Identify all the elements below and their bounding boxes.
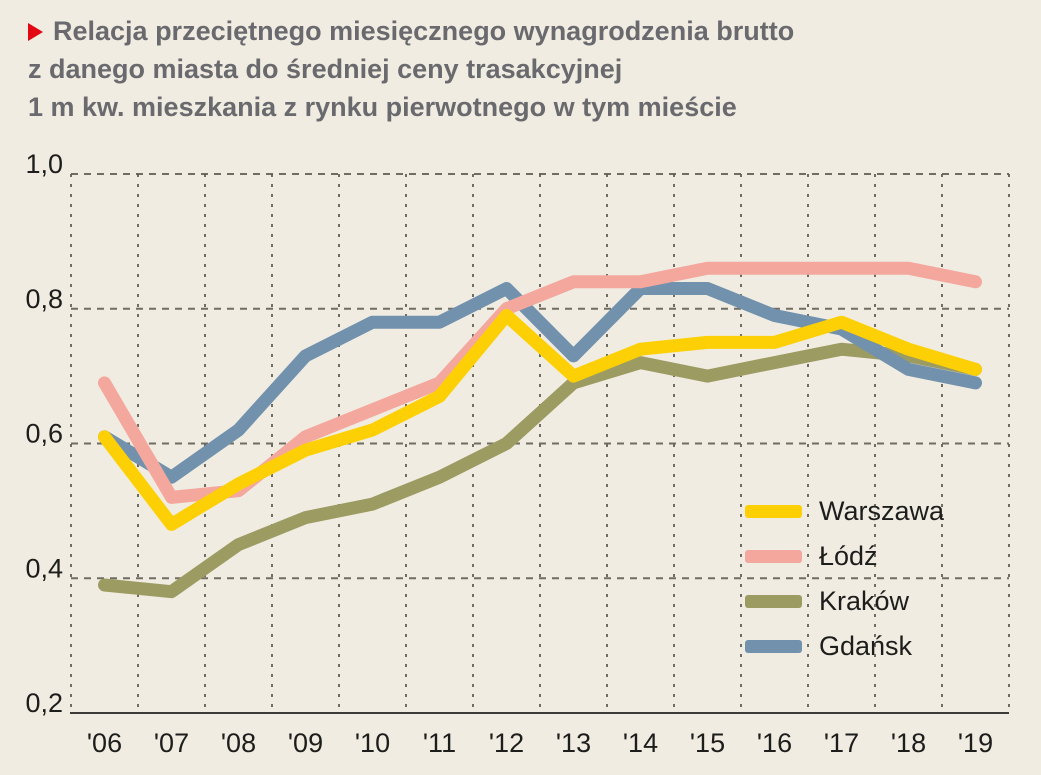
- title-line-3: 1 m kw. mieszkania z rynku pierwotnego w…: [28, 92, 737, 122]
- legend-label-warszawa: Warszawa: [819, 496, 945, 526]
- x-tick-label: '13: [556, 728, 591, 758]
- legend-item-lodz: Łódź: [745, 534, 944, 579]
- red-arrow-bullet-icon: [28, 23, 43, 41]
- legend-label-lodz: Łódź: [819, 541, 878, 571]
- x-tick-label: '16: [757, 728, 792, 758]
- legend-item-warszawa: Warszawa: [745, 489, 944, 534]
- x-tick-label: '09: [288, 728, 323, 758]
- series-line-warszawa: [98, 309, 982, 531]
- x-tick-label: '10: [355, 728, 390, 758]
- x-tick-label: '06: [87, 728, 122, 758]
- series-line-d: [98, 261, 982, 504]
- x-tick-label: '14: [623, 728, 658, 758]
- x-tick-label: '19: [958, 728, 993, 758]
- legend-swatch-lodz: [745, 550, 802, 563]
- x-tick-label: '15: [690, 728, 725, 758]
- y-tick-label: 0,8: [25, 284, 63, 314]
- x-tick-label: '18: [891, 728, 926, 758]
- x-tick-label: '17: [824, 728, 859, 758]
- legend-label-krakow: Kraków: [819, 586, 910, 616]
- title-line-2: z danego miasta do średniej ceny trasakc…: [28, 54, 623, 84]
- legend-item-gdansk: Gdańsk: [745, 624, 944, 669]
- legend-item-krakow: Kraków: [745, 579, 944, 624]
- title-line-1: Relacja przeciętnego miesięcznego wynagr…: [28, 12, 988, 50]
- x-tick-label: '07: [154, 728, 189, 758]
- x-tick-label: '08: [221, 728, 256, 758]
- legend-swatch-krakow: [745, 595, 802, 608]
- chart-title: Relacja przeciętnego miesięcznego wynagr…: [28, 12, 988, 126]
- x-tick-label: '12: [489, 728, 524, 758]
- series-line-krakw: [98, 342, 982, 599]
- y-tick-label: 1,0: [25, 149, 63, 179]
- legend: Warszawa Łódź Kraków Gdańsk: [745, 489, 944, 669]
- legend-swatch-gdansk: [745, 640, 802, 653]
- y-tick-label: 0,6: [25, 419, 63, 449]
- y-tick-label: 0,4: [25, 553, 63, 583]
- x-tick-label: '11: [423, 728, 456, 758]
- title-text-1: Relacja przeciętnego miesięcznego wynagr…: [53, 16, 795, 46]
- legend-swatch-warszawa: [745, 505, 802, 518]
- y-tick-label: 0,2: [25, 688, 63, 718]
- legend-label-gdansk: Gdańsk: [819, 631, 913, 661]
